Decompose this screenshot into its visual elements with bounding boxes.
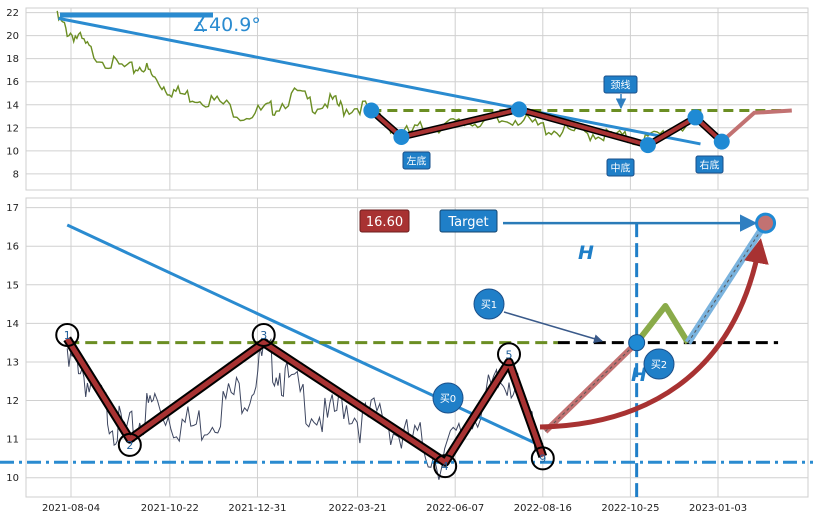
top-pivot-dot <box>639 137 656 154</box>
buy1-pointer <box>503 311 603 344</box>
top-pivot-dot <box>511 101 528 118</box>
bottom-y-tick-labels: 10 11 12 13 14 15 16 17 <box>6 203 19 484</box>
right-trough-label: 右底 <box>700 159 720 172</box>
pivot-number: 4 <box>442 460 449 473</box>
buy1-label: 买1 <box>481 299 497 311</box>
top-y-tick-label: 10 <box>6 146 19 157</box>
top-panel: 8 10 12 14 16 18 20 22 ∡40.9° 颈线 左底 中底 右底 <box>6 7 809 191</box>
buy0-badge: 买0 <box>432 382 464 414</box>
x-tick-label: 2023-01-03 <box>689 503 747 514</box>
angle-label: ∡40.9° <box>192 14 261 36</box>
top-y-tick-label: 20 <box>6 31 19 42</box>
top-grid <box>26 8 808 190</box>
pivot-circle <box>433 454 458 479</box>
x-tick-label: 2021-10-22 <box>141 503 199 514</box>
bottom-y-tick-label: 11 <box>6 435 19 446</box>
top-projection <box>720 108 792 144</box>
top-y-tick-label: 16 <box>6 77 19 88</box>
right-trough-tag: 右底 <box>695 155 724 174</box>
top-pivot-dots <box>363 101 730 154</box>
top-y-tick-label: 14 <box>6 100 19 111</box>
top-y-tick-label: 12 <box>6 123 19 134</box>
bottom-trendline <box>66 223 540 447</box>
x-tick-label: 2022-08-16 <box>514 503 572 514</box>
x-tick-label: 2021-08-04 <box>42 503 100 514</box>
pivot-number: 5 <box>506 348 513 361</box>
buy2-circle <box>643 348 675 380</box>
top-projection-line <box>720 108 792 144</box>
pivot-markers: 1 2 3 4 5 9 <box>55 322 555 479</box>
bottom-y-tick-label: 12 <box>6 396 19 407</box>
x-tick-label: 2022-10-25 <box>601 503 659 514</box>
x-axis-tick-labels: 2021-08-04 2021-10-22 2021-12-31 2022-03-21… <box>42 503 747 514</box>
top-y-tick-label: 22 <box>6 8 19 19</box>
buy2-label: 买2 <box>651 359 667 371</box>
pivot-number: 9 <box>539 452 546 465</box>
x-tick-label: 2022-03-21 <box>329 503 387 514</box>
target-label: Target <box>447 215 488 230</box>
buy1-circle <box>473 288 505 320</box>
top-trendline <box>58 16 701 146</box>
neckline-tag: 颈线 <box>603 75 638 110</box>
top-pivot-dot <box>687 109 704 126</box>
buy2-badge: 买2 <box>643 348 675 380</box>
bottom-y-tick-label: 13 <box>6 357 19 368</box>
breakout-dot <box>628 334 646 352</box>
left-trough-box <box>402 151 431 170</box>
x-tick-label: 2021-12-31 <box>228 503 286 514</box>
target-box <box>439 209 498 233</box>
middle-trough-box <box>606 158 635 177</box>
right-trough-box <box>695 155 724 174</box>
middle-trough-label: 中底 <box>611 162 631 175</box>
target-price-badge: 16.60 <box>359 209 410 233</box>
bottom-y-tick-label: 17 <box>6 203 19 214</box>
pivot-circle <box>251 322 276 347</box>
top-pivot-dot <box>363 102 380 119</box>
bottom-plot-frame <box>25 197 809 498</box>
pivot-circle <box>530 446 555 471</box>
left-trough-label: 左底 <box>407 155 427 168</box>
buy0-circle <box>432 382 464 414</box>
bottom-y-tick-label: 10 <box>6 473 19 484</box>
middle-trough-tag: 中底 <box>606 158 635 177</box>
bottom-zigzag <box>63 336 548 467</box>
pivot-circle <box>117 432 142 457</box>
top-y-tick-label: 8 <box>13 169 19 180</box>
height-label-2: H <box>631 364 647 386</box>
top-y-tick-label: 18 <box>6 54 19 65</box>
bottom-y-tick-label: 15 <box>6 280 19 291</box>
x-tick-label: 2022-06-07 <box>426 503 484 514</box>
buy1-badge: 买1 <box>473 288 505 320</box>
height-label-1: H <box>578 242 594 264</box>
top-y-tick-labels: 8 10 12 14 16 18 20 22 <box>6 8 19 180</box>
pivot-number: 2 <box>126 439 133 452</box>
neckline-label-box <box>603 75 638 94</box>
target-badge: Target <box>439 209 498 233</box>
target-price-box <box>359 209 410 233</box>
top-pivot-dot <box>713 133 730 150</box>
projection-leg-2 <box>634 303 691 345</box>
bottom-zigzag-line <box>65 337 546 465</box>
neckline-label: 颈线 <box>611 79 631 92</box>
top-pivot-dot <box>393 129 410 146</box>
top-price-line <box>56 10 689 147</box>
target-price-label: 16.60 <box>366 215 403 230</box>
left-trough-tag: 左底 <box>402 151 431 170</box>
target-dot <box>755 212 777 234</box>
pivot-number: 3 <box>260 329 267 342</box>
pivot-circle <box>55 322 80 347</box>
bottom-y-tick-label: 14 <box>6 319 19 330</box>
projection-leg-1 <box>543 340 639 434</box>
bottom-y-tick-label: 16 <box>6 242 19 253</box>
pivot-circle <box>497 342 522 367</box>
big-curve-arrow <box>539 238 769 430</box>
buy0-label: 买0 <box>440 393 456 405</box>
pivot-number: 1 <box>64 329 71 342</box>
